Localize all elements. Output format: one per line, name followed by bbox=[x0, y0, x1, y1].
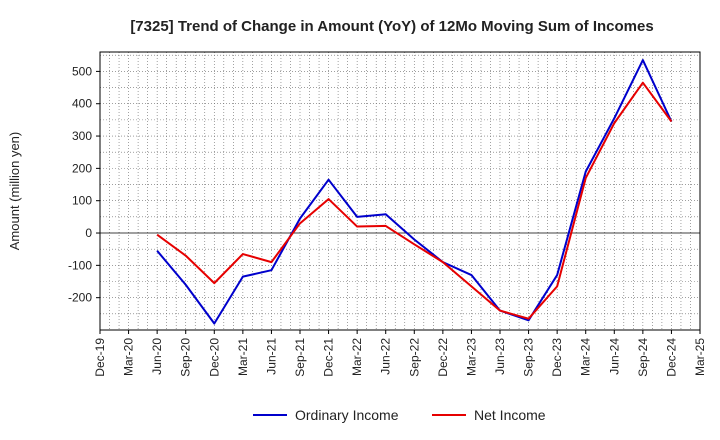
y-tick-label: 0 bbox=[85, 226, 92, 240]
y-tick-label: 500 bbox=[72, 64, 92, 78]
legend: Ordinary Income Net Income bbox=[253, 407, 546, 423]
x-tick-label: Dec-23 bbox=[550, 338, 564, 377]
x-tick-label: Sep-24 bbox=[636, 338, 650, 377]
x-tick-label: Dec-24 bbox=[664, 338, 678, 377]
x-tick-label: Jun-20 bbox=[150, 338, 164, 375]
legend-label: Net Income bbox=[474, 407, 546, 423]
y-axis-label: Amount (million yen) bbox=[7, 132, 22, 251]
x-tick-label: Jun-21 bbox=[264, 338, 278, 375]
series-layer bbox=[156, 59, 673, 325]
y-tick-label: 200 bbox=[72, 161, 92, 175]
legend-label: Ordinary Income bbox=[295, 407, 399, 423]
x-tick-label: Sep-23 bbox=[522, 338, 536, 377]
x-tick-label: Mar-25 bbox=[693, 338, 707, 376]
x-tick-label: Sep-22 bbox=[407, 338, 421, 377]
x-tick-label: Dec-19 bbox=[93, 338, 107, 377]
y-tick-label: -100 bbox=[68, 258, 92, 272]
series-line-net-income bbox=[156, 81, 673, 320]
plot-area bbox=[99, 51, 701, 331]
x-tick-label: Jun-24 bbox=[607, 338, 621, 375]
y-tick-label: 400 bbox=[72, 97, 92, 111]
grid bbox=[100, 52, 700, 330]
chart-title: [7325] Trend of Change in Amount (YoY) o… bbox=[130, 18, 653, 35]
y-axis: -200 -100 0 100 200 300 400 500 bbox=[68, 64, 100, 305]
x-tick-label: Mar-23 bbox=[464, 338, 478, 376]
y-tick-label: -200 bbox=[68, 291, 92, 305]
x-tick-label: Sep-20 bbox=[179, 338, 193, 377]
x-tick-label: Sep-21 bbox=[293, 338, 307, 377]
x-tick-label: Jun-23 bbox=[493, 338, 507, 375]
x-tick-label: Dec-21 bbox=[322, 338, 336, 377]
x-tick-label: Dec-22 bbox=[436, 338, 450, 377]
x-tick-label: Dec-20 bbox=[207, 338, 221, 377]
x-tick-label: Mar-21 bbox=[236, 338, 250, 376]
y-tick-label: 300 bbox=[72, 129, 92, 143]
series-line-ordinary-income bbox=[156, 59, 673, 325]
x-tick-label: Mar-20 bbox=[122, 338, 136, 376]
x-tick-label: Mar-22 bbox=[350, 338, 364, 376]
x-axis: Dec-19 Mar-20 Jun-20 Sep-20 Dec-20 Mar-21 Jun-… bbox=[93, 330, 707, 377]
y-tick-label: 100 bbox=[72, 194, 92, 208]
x-tick-label: Mar-24 bbox=[579, 338, 593, 376]
x-tick-label: Jun-22 bbox=[379, 338, 393, 375]
